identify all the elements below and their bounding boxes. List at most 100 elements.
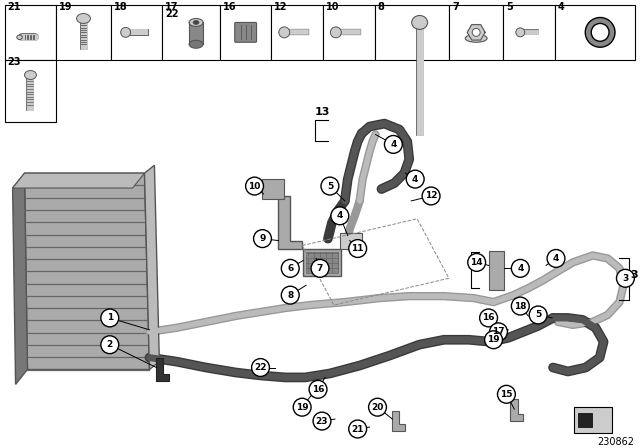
Circle shape — [547, 250, 565, 267]
Ellipse shape — [516, 28, 525, 37]
Bar — [578, 413, 592, 427]
Bar — [220, 4, 271, 60]
Text: 10: 10 — [326, 1, 339, 12]
Polygon shape — [392, 411, 405, 431]
Bar — [163, 4, 220, 60]
Text: 4: 4 — [558, 1, 564, 12]
Ellipse shape — [189, 40, 203, 48]
Circle shape — [511, 297, 529, 315]
Bar — [374, 4, 449, 60]
Ellipse shape — [24, 70, 36, 79]
Bar — [555, 4, 636, 60]
Text: 5: 5 — [506, 1, 513, 12]
Text: 22: 22 — [165, 9, 179, 19]
Circle shape — [321, 177, 339, 195]
Circle shape — [253, 230, 271, 248]
Text: 2: 2 — [107, 340, 113, 349]
Text: 12: 12 — [275, 1, 288, 12]
Circle shape — [479, 309, 497, 327]
Circle shape — [490, 323, 508, 341]
Text: 4: 4 — [390, 140, 397, 149]
Polygon shape — [13, 173, 145, 188]
Circle shape — [313, 412, 331, 430]
Text: 23: 23 — [8, 57, 21, 67]
Ellipse shape — [189, 18, 203, 26]
Text: 5: 5 — [535, 310, 541, 319]
Circle shape — [385, 135, 403, 153]
Circle shape — [309, 380, 327, 398]
Circle shape — [101, 336, 118, 353]
Text: 19: 19 — [296, 403, 308, 412]
Circle shape — [282, 286, 299, 304]
Circle shape — [616, 269, 634, 287]
Polygon shape — [510, 399, 524, 421]
Circle shape — [331, 207, 349, 225]
Bar — [504, 4, 555, 60]
Polygon shape — [145, 165, 159, 370]
Text: 6: 6 — [287, 264, 293, 273]
Ellipse shape — [330, 27, 341, 38]
Text: 18: 18 — [514, 302, 527, 310]
FancyBboxPatch shape — [235, 22, 257, 42]
Text: 8: 8 — [287, 291, 293, 300]
Text: 19: 19 — [487, 335, 500, 344]
Polygon shape — [13, 173, 28, 384]
Bar — [449, 4, 504, 60]
Bar — [340, 233, 362, 249]
Polygon shape — [156, 358, 169, 381]
Text: 8: 8 — [378, 1, 385, 12]
Circle shape — [252, 358, 269, 376]
Text: 3: 3 — [630, 270, 638, 280]
Text: 19: 19 — [60, 1, 73, 12]
Text: 16: 16 — [223, 1, 236, 12]
Text: 4: 4 — [412, 175, 419, 184]
Circle shape — [511, 259, 529, 277]
Bar — [323, 4, 374, 60]
Text: 11: 11 — [351, 244, 364, 253]
Bar — [4, 60, 56, 121]
Bar — [4, 4, 56, 60]
Circle shape — [406, 170, 424, 188]
Text: 1: 1 — [107, 314, 113, 323]
Circle shape — [246, 177, 264, 195]
Text: 3: 3 — [622, 274, 628, 283]
Text: 21: 21 — [351, 425, 364, 434]
Circle shape — [311, 259, 329, 277]
Ellipse shape — [279, 27, 290, 38]
Circle shape — [282, 259, 299, 277]
Circle shape — [349, 240, 367, 258]
Text: 7: 7 — [317, 264, 323, 273]
Text: 4: 4 — [337, 211, 343, 220]
Circle shape — [369, 398, 387, 416]
Text: 16: 16 — [312, 385, 324, 394]
Text: 4: 4 — [553, 254, 559, 263]
Text: 20: 20 — [371, 403, 384, 412]
Bar — [303, 249, 341, 276]
Polygon shape — [278, 196, 302, 249]
Ellipse shape — [17, 35, 22, 39]
Text: 23: 23 — [316, 417, 328, 426]
Polygon shape — [467, 25, 485, 40]
Circle shape — [484, 331, 502, 349]
Circle shape — [585, 17, 615, 47]
Text: 9: 9 — [259, 234, 266, 243]
Text: 13: 13 — [314, 107, 330, 116]
Circle shape — [591, 23, 609, 41]
Circle shape — [497, 385, 515, 403]
Text: 4: 4 — [517, 264, 524, 273]
Text: 16: 16 — [483, 314, 495, 323]
Bar — [574, 407, 612, 433]
Text: 230862: 230862 — [597, 437, 634, 447]
Bar — [111, 4, 163, 60]
Circle shape — [101, 309, 118, 327]
Ellipse shape — [121, 27, 131, 37]
Circle shape — [529, 306, 547, 324]
Circle shape — [293, 398, 311, 416]
Bar — [56, 4, 111, 60]
Circle shape — [468, 254, 486, 271]
Text: 7: 7 — [452, 1, 459, 12]
Ellipse shape — [412, 16, 428, 30]
Text: 5: 5 — [327, 181, 333, 190]
Text: 17: 17 — [492, 327, 505, 336]
Circle shape — [422, 187, 440, 205]
